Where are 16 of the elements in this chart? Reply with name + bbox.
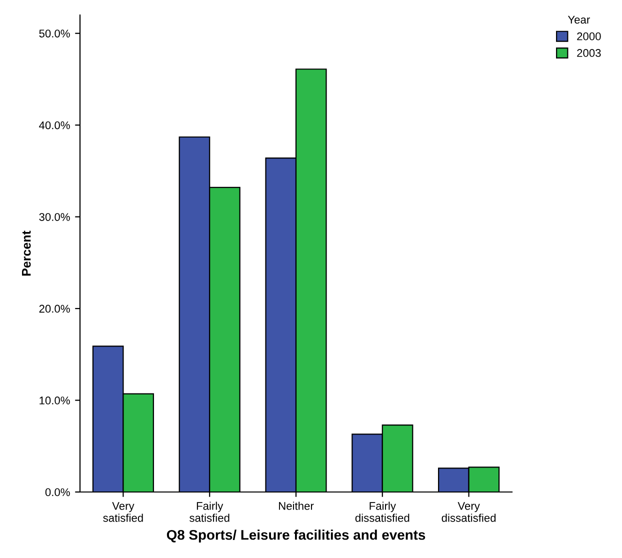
x-tick-label: Very satisfied xyxy=(103,502,143,522)
x-tick-label: Neither xyxy=(279,502,314,510)
y-tick-label: 0.0% xyxy=(45,488,70,496)
legend-label: 2000 xyxy=(577,32,601,40)
y-tick-label: 50.0% xyxy=(39,30,70,38)
y-tick-label: 30.0% xyxy=(39,213,70,221)
y-axis-title: Percent xyxy=(22,230,31,276)
x-tick-label: Fairly satisfied xyxy=(190,502,230,522)
x-axis-title: Q8 Sports/ Leisure facilities and events xyxy=(166,530,426,543)
y-tick-label: 10.0% xyxy=(40,396,70,404)
y-tick-label: 20.0% xyxy=(39,304,70,313)
y-tick-label: 40.0% xyxy=(39,121,70,130)
x-tick-label: Very dissatisfied xyxy=(442,502,496,522)
x-tick-label: Fairly dissatisfied xyxy=(355,502,410,522)
legend-label: 2003 xyxy=(577,49,601,57)
legend-title: Year xyxy=(568,16,590,24)
